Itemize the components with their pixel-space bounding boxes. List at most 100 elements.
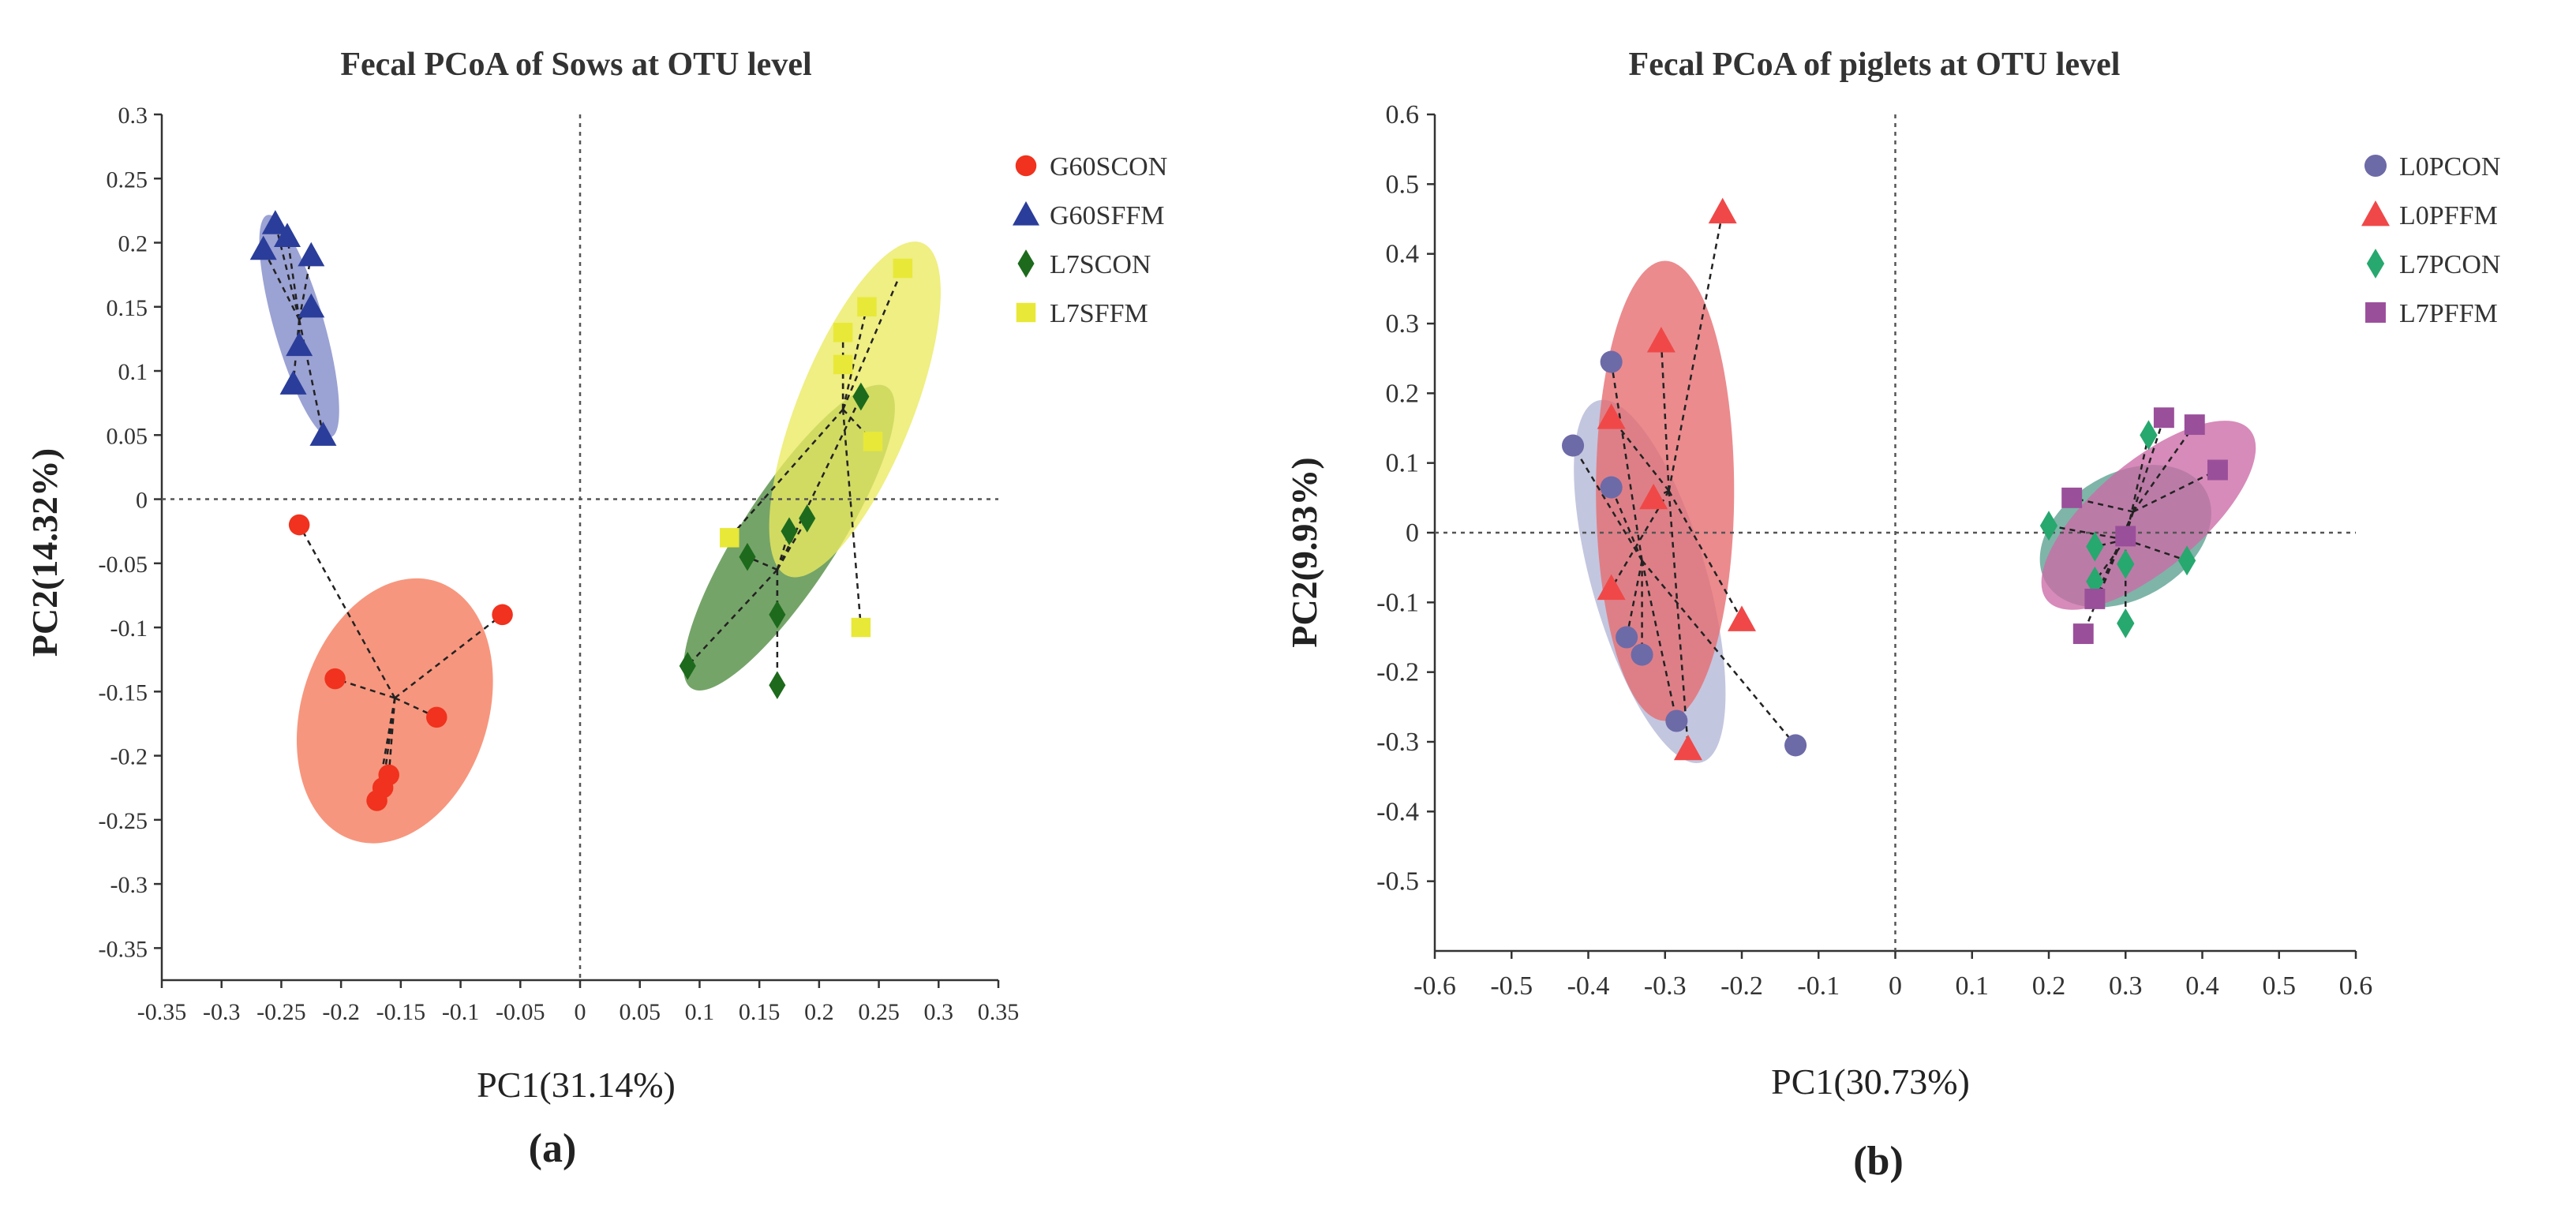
y-tick-label: -0.2 (110, 744, 148, 770)
point-l0pffm (1639, 483, 1668, 510)
y-tick-label: 0.6 (1386, 100, 1420, 129)
panel-a-caption: (a) (529, 1126, 577, 1171)
x-tick-label: -0.3 (203, 999, 241, 1025)
y-tick-label: 0.25 (107, 167, 148, 193)
point-l0pffm (1597, 574, 1626, 601)
x-tick-label: -0.35 (137, 999, 187, 1025)
point-l0pffm (1646, 327, 1676, 353)
x-tick-label: 0.6 (2339, 971, 2373, 1001)
x-tick-label: -0.25 (256, 999, 306, 1025)
point-l0pcon (1631, 643, 1653, 666)
point-l7sffm (833, 354, 853, 375)
y-tick-label: -0.1 (110, 616, 148, 642)
x-tick-label: 0.1 (1956, 971, 1990, 1001)
point-l7pffm (2184, 414, 2205, 436)
chart-title: Fecal PCoA of Sows at OTU level (340, 47, 811, 83)
point-l7scon (852, 382, 870, 411)
point-l7sffm (863, 432, 883, 451)
x-tick-label: 0.2 (2032, 971, 2066, 1001)
x-tick-label: 0.15 (739, 999, 781, 1025)
point-l7sffm (857, 297, 877, 317)
point-l7pffm (2072, 623, 2094, 645)
legend-marker-l7sffm (1016, 302, 1036, 323)
y-tick-label: -0.1 (1376, 588, 1419, 617)
legend-label-l0pffm: L0PFFM (2399, 201, 2498, 230)
point-g60sffm (298, 293, 325, 318)
x-tick-label: -0.1 (442, 999, 480, 1025)
centroid-link-l7pffm (2132, 469, 2218, 513)
centroid-link-l7scon (747, 556, 778, 571)
x-tick-label: 0.35 (978, 999, 1020, 1025)
y-tick-label: -0.25 (99, 808, 148, 834)
x-tick-label: -0.2 (322, 999, 360, 1025)
centroid-link-g60sffm (286, 236, 301, 320)
point-l7scon (769, 671, 786, 700)
legend-marker-l0pffm (2361, 200, 2390, 226)
centroid-link-l0pffm (1660, 341, 1670, 492)
point-l7pcon (2140, 420, 2158, 451)
panel-b-caption: (b) (1853, 1139, 1904, 1184)
y-tick-label: 0.1 (118, 359, 148, 385)
point-l0pcon (1562, 434, 1585, 457)
point-g60scon (492, 604, 513, 626)
point-l0pcon (1616, 626, 1638, 649)
point-l7pcon (2177, 545, 2196, 576)
centroid-link-l0pcon (1641, 560, 1678, 721)
centroid-link-l7pffm (2132, 424, 2196, 513)
y-tick-label: 0.2 (118, 231, 148, 257)
y-tick-label: 0.3 (118, 103, 148, 129)
point-g60sffm (286, 331, 313, 357)
x-tick-label: -0.5 (1490, 971, 1533, 1001)
point-l7pffm (2084, 588, 2106, 609)
point-g60scon (366, 790, 388, 811)
y-tick-label: 0.3 (1386, 309, 1420, 339)
centroid-link-l0pffm (1668, 211, 1724, 492)
point-g60sffm (279, 370, 307, 395)
y-tick-label: 0.05 (107, 423, 148, 449)
x-tick-label: 0.05 (619, 999, 661, 1025)
y-axis-label: PC2(14.32%) (24, 448, 65, 657)
x-tick-label: -0.4 (1567, 971, 1610, 1001)
x-tick-label: 0.3 (924, 999, 954, 1025)
confidence-ellipse-l7pffm (2041, 421, 2256, 610)
confidence-ellipse-g60sffm (259, 215, 339, 438)
y-tick-label: -0.15 (99, 679, 148, 706)
y-tick-label: 0.4 (1386, 240, 1420, 269)
y-tick-label: 0 (1406, 518, 1419, 548)
point-l7scon (739, 542, 756, 571)
x-tick-label: 0.3 (2109, 971, 2143, 1001)
x-tick-label: -0.15 (376, 999, 426, 1025)
y-axis-label: PC2(9.93%) (1284, 457, 1324, 647)
point-l0pffm (1728, 605, 1756, 631)
centroid-link-l7pffm (2071, 496, 2134, 513)
confidence-ellipse-g60scon (296, 578, 493, 844)
legend-marker-l7pffm (2365, 302, 2386, 323)
x-tick-label: -0.2 (1720, 971, 1763, 1001)
point-l7pffm (2207, 459, 2228, 481)
point-g60scon (288, 514, 310, 536)
x-tick-label: 0.25 (858, 999, 900, 1025)
panel-b-piglets: Fecal PCoA of piglets at OTU level 0.6 0.5… (1284, 47, 2500, 1102)
y-tick-label: -0.3 (1376, 728, 1419, 757)
point-l7pffm (2115, 526, 2136, 547)
centroid-link-l0pffm (1668, 490, 1743, 621)
x-tick-label: -0.6 (1413, 971, 1456, 1001)
point-l7scon (679, 651, 696, 680)
legend-label-l7sffm: L7SFFM (1050, 299, 1148, 328)
x-tick-label: 0.1 (685, 999, 715, 1025)
centroid-link-l0pcon (1610, 361, 1643, 561)
point-l7sffm (720, 528, 739, 548)
centroid-link-g60scon (298, 524, 396, 699)
y-tick-label: 0.15 (107, 295, 148, 321)
centroid-link-l7pcon (2125, 435, 2150, 541)
y-tick-label: 0.5 (1386, 170, 1420, 199)
centroid-link-g60scon (394, 613, 504, 699)
point-l7pcon (2117, 608, 2135, 638)
y-tick-label: -0.2 (1376, 658, 1419, 687)
y-tick-label: 0.1 (1386, 449, 1420, 478)
point-g60sffm (249, 235, 277, 260)
centroid-link-l0pcon (1625, 560, 1643, 638)
centroid-link-l7sffm (841, 268, 904, 410)
x-axis-label: PC1(31.14%) (477, 1065, 676, 1105)
